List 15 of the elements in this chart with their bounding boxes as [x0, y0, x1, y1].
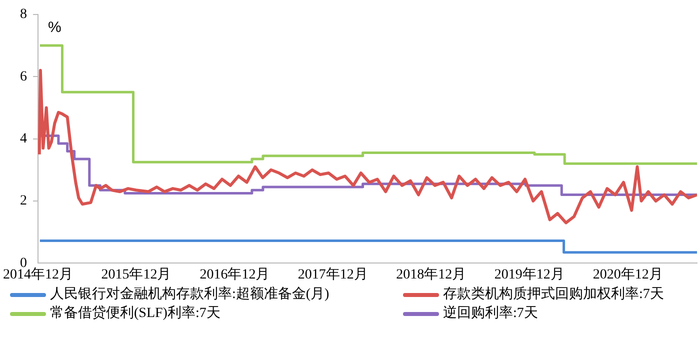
x-tick-label: 2015年12月: [101, 266, 172, 282]
y-tick-label: 8: [20, 7, 27, 22]
legend-label: 逆回购利率:7天: [443, 305, 538, 322]
y-tick-label: 2: [20, 194, 27, 209]
legend-label: 常备借贷便利(SLF)利率:7天: [50, 305, 220, 322]
x-tick-label: 2019年12月: [494, 266, 564, 282]
legend-label: 存款类机构质押式回购加权利率:7天: [443, 286, 664, 303]
y-tick-label: 4: [20, 131, 27, 146]
y-axis-title: %: [48, 19, 62, 36]
x-tick-label: 2020年12月: [592, 266, 663, 282]
x-tick-label: 2017年12月: [298, 266, 368, 282]
y-tick-label: 6: [20, 69, 27, 84]
legend-label: 人民银行对金融机构存款利率:超额准备金(月): [50, 286, 330, 303]
x-tick-label: 2016年12月: [200, 266, 270, 282]
x-tick-label: 2018年12月: [396, 266, 466, 282]
